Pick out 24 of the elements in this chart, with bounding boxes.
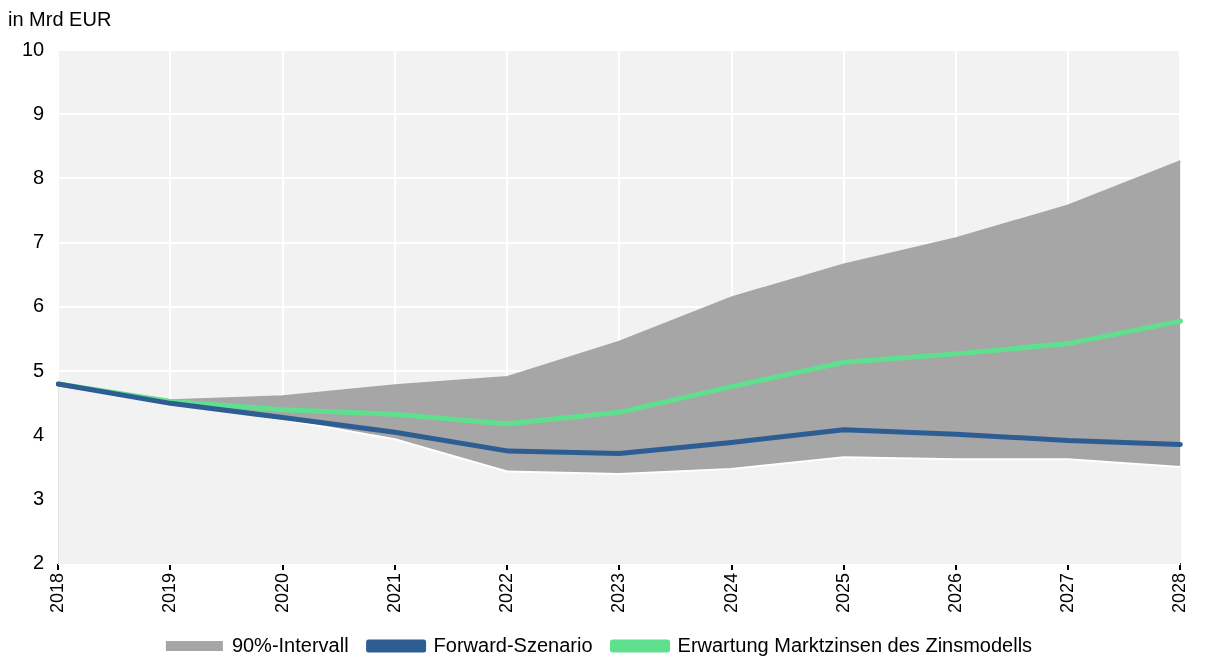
y-tick-label: 5 [33, 358, 45, 381]
y-tick-label: 9 [33, 101, 45, 124]
x-tick-label: 2019 [159, 572, 180, 613]
y-tick-label: 8 [33, 166, 45, 188]
x-tick-label: 2020 [271, 572, 292, 613]
x-tick-label: 2026 [944, 572, 965, 613]
legend-label: 90%-Intervall [231, 633, 349, 656]
x-tick-label: 2027 [1057, 572, 1078, 613]
y-tick-label: 4 [33, 422, 45, 445]
x-tick-label: 2021 [383, 572, 404, 613]
legend-label: Forward-Szenario [433, 633, 593, 656]
y-tick-label: 10 [22, 37, 45, 60]
x-tick-label: 2025 [832, 572, 853, 613]
y-tick-label: 3 [33, 487, 45, 510]
x-tick-label: 2023 [608, 572, 629, 613]
y-tick-label: 2 [33, 551, 45, 574]
x-tick-label: 2024 [720, 572, 741, 613]
x-tick-label: 2028 [1169, 572, 1190, 613]
y-tick-label: 6 [33, 294, 45, 317]
legend-label: Erwartung Marktzinsen des Zinsmodells [677, 633, 1033, 656]
x-tick-label: 2022 [496, 572, 517, 613]
x-tick-label: 2018 [47, 572, 68, 613]
y-axis-title: in Mrd EUR [8, 7, 112, 30]
y-tick-label: 7 [33, 230, 45, 253]
